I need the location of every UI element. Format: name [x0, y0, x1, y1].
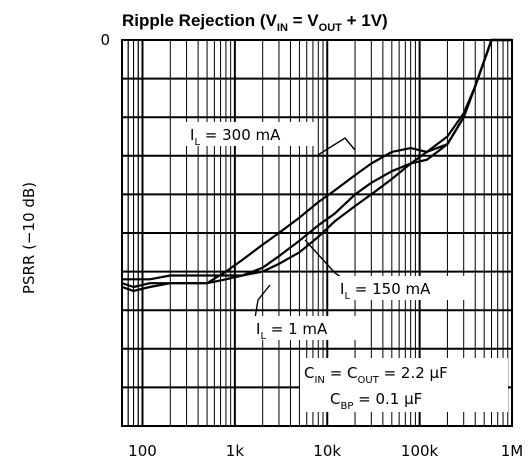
label-bg-150ma [336, 276, 468, 300]
leader-1ma [254, 284, 271, 319]
x-tick-label: 100 [128, 442, 157, 460]
annotations: IL = 300 mA IL = 150 mA IL = 1 mA CIN = … [186, 122, 508, 412]
x-tick-label: 1k [226, 442, 245, 460]
series-group [121, 38, 512, 292]
annotation-150ma: IL = 150 mA [340, 280, 431, 302]
label-bg-300ma [186, 122, 316, 146]
leader-300ma [317, 137, 356, 156]
series-line-2 [122, 38, 512, 281]
label-bg-1ma [252, 316, 364, 340]
annotation-1ma: IL = 1 mA [256, 320, 328, 342]
y-tick-label: 0 [100, 31, 110, 49]
y-axis-label: PSRR (−10 dB) [20, 182, 38, 294]
x-tick-label: 1M [501, 442, 524, 460]
series-line-0 [121, 38, 512, 289]
chart-title: Ripple Rejection (VIN = VOUT + 1V) [122, 11, 388, 34]
plot-border [121, 39, 513, 427]
x-tick-label: 100k [401, 442, 439, 460]
annotation-300ma: IL = 300 mA [190, 126, 281, 148]
annotation-cbp: CBP = 0.1 μF [330, 390, 422, 412]
series-line-1 [121, 38, 512, 292]
tick-labels: 100 1k 10k 100k 1M 0 [100, 31, 523, 460]
annotation-cin-cout: CIN = COUT = 2.2 μF [304, 364, 448, 386]
x-tick-label: 10k [313, 442, 341, 460]
label-bg-conditions [300, 358, 508, 412]
